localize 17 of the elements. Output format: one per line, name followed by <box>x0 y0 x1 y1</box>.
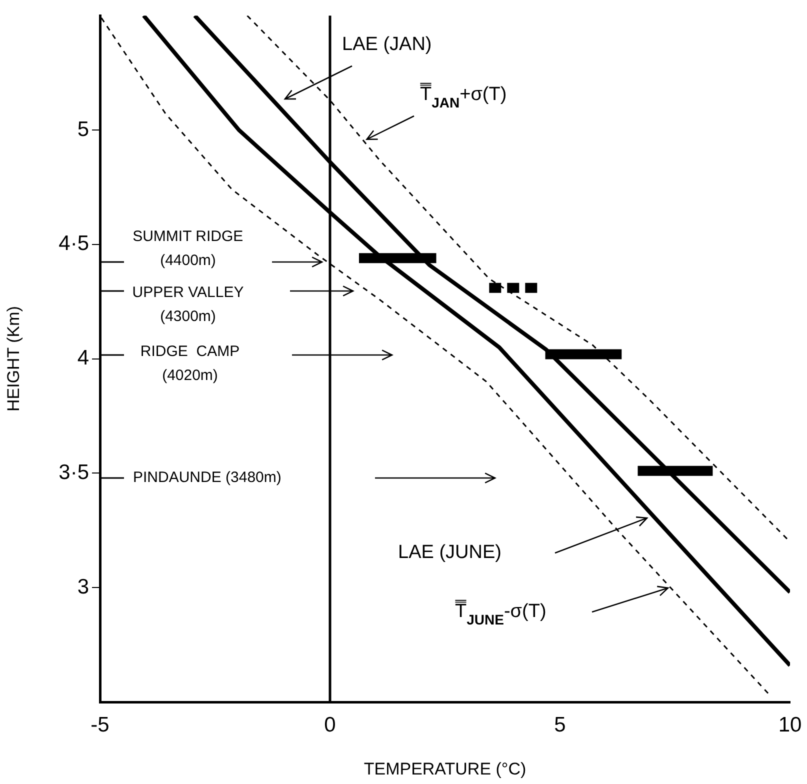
x-tick-label: -5 <box>90 713 110 736</box>
annotation: LAE (JAN) <box>342 34 432 56</box>
x-tick-label: 5 <box>554 713 566 736</box>
y-tick-label: 4 <box>77 346 90 370</box>
y-tick-label: 3·5 <box>58 460 89 484</box>
annotation: SUMMIT RIDGE (4400m) <box>132 228 244 270</box>
annotation: LAE (JUNE) <box>398 542 502 564</box>
annotation: RIDGE CAMP (4020m) <box>140 343 240 384</box>
annotation: PINDAUNDE (3480m) <box>133 469 282 486</box>
x-tick-label: 10 <box>778 713 802 736</box>
x-axis-title: TEMPERATURE (°C) <box>364 759 526 778</box>
y-tick-label: 3 <box>77 575 89 598</box>
y-axis-title: HEIGHT (Km) <box>4 306 23 412</box>
x-tick-label: 0 <box>324 713 336 736</box>
annotation: UPPER VALLEY (4300m) <box>132 284 244 326</box>
y-tick-label: 5 <box>77 118 89 141</box>
y-tick-label: 4·5 <box>58 232 89 256</box>
